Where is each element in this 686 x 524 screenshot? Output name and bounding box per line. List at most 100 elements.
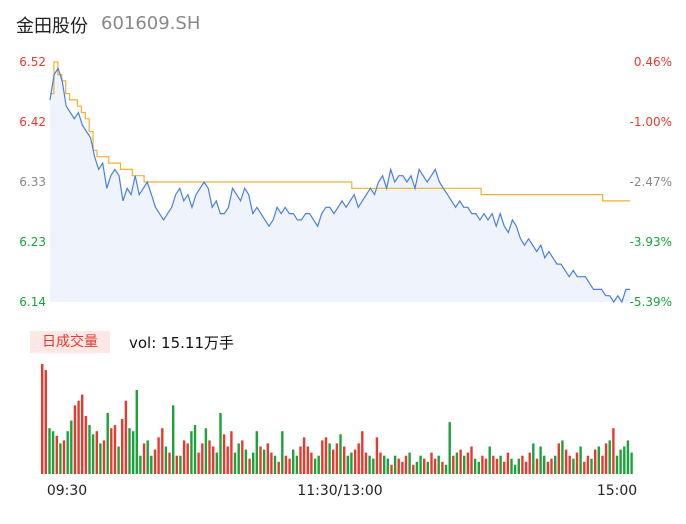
volume-bar <box>568 455 571 474</box>
volume-bar <box>299 446 302 474</box>
volume-bar <box>179 455 182 474</box>
volume-bar <box>142 443 146 474</box>
volume-bar <box>193 425 197 474</box>
volume-bar <box>452 455 455 474</box>
volume-bar <box>357 443 360 474</box>
volume-bar <box>499 455 502 474</box>
stock-name: 金田股份 <box>16 16 88 37</box>
volume-bar <box>528 452 531 474</box>
y-tick-right: 0.46% <box>634 55 672 69</box>
x-tick-label: 11:30/13:00 <box>297 483 382 499</box>
volume-bar <box>477 461 480 474</box>
volume-bar <box>77 400 80 474</box>
volume-bar <box>150 455 153 474</box>
volume-bar <box>561 440 564 474</box>
volume-bar <box>368 455 371 474</box>
volume-bar <box>550 458 553 474</box>
volume-bar <box>121 419 124 474</box>
volume-bar <box>230 431 233 474</box>
volume-bar <box>270 452 273 474</box>
volume-bar <box>73 405 77 475</box>
volume-bar <box>328 443 331 474</box>
volume-bar <box>226 446 229 474</box>
volume-bar <box>481 455 484 474</box>
x-tick-label: 15:00 <box>597 483 637 499</box>
volume-bar <box>113 425 117 474</box>
volume-bar <box>41 364 44 474</box>
volume-bar <box>252 452 255 474</box>
volume-bar <box>473 458 477 474</box>
volume-bar <box>594 449 597 474</box>
y-tick-left: 6.33 <box>19 175 46 189</box>
volume-bar <box>306 446 309 474</box>
volume-bar <box>379 452 382 474</box>
volume-bar <box>302 437 306 474</box>
volume-bar <box>81 394 84 474</box>
y-tick-right: -3.93% <box>630 235 672 249</box>
volume-bar <box>612 428 615 474</box>
volume-bar <box>535 458 539 474</box>
volume-bar <box>99 443 102 474</box>
volume-bar <box>495 458 499 474</box>
volume-bar <box>510 458 513 474</box>
volume-summary: vol: 15.11万手 <box>129 334 234 352</box>
volume-bar <box>339 434 342 474</box>
volume-bar <box>532 443 535 474</box>
volume-bar <box>353 449 357 474</box>
volume-bar <box>161 428 164 474</box>
volume-bar <box>393 455 397 474</box>
volume-bar <box>517 458 520 474</box>
volume-bar <box>630 452 633 474</box>
volume-bar <box>623 446 626 474</box>
volume-bar <box>583 461 586 474</box>
volume-bar <box>106 412 109 474</box>
volume-bar <box>295 455 299 474</box>
volume-bar <box>361 431 364 474</box>
volume-bar <box>219 412 222 474</box>
volume-bar <box>492 455 495 474</box>
volume-bar <box>212 446 215 474</box>
volume-bar <box>463 455 466 474</box>
volume-bar <box>350 452 353 474</box>
volume-bar <box>513 464 517 474</box>
volume-bar <box>281 431 284 474</box>
volume-bar <box>66 431 69 474</box>
volume-bar <box>564 449 568 474</box>
volume-bar <box>321 440 324 474</box>
volume-bar <box>372 458 375 474</box>
y-tick-left: 6.52 <box>19 55 46 69</box>
volume-bar <box>135 390 138 474</box>
volume-bar <box>375 437 379 474</box>
volume-bar <box>273 455 277 474</box>
volume-bar <box>441 461 444 474</box>
volume-bar <box>364 452 368 474</box>
y-tick-right: -2.47% <box>630 175 672 189</box>
volume-tab[interactable]: 日成交量 <box>30 331 110 353</box>
volume-bar <box>546 461 550 474</box>
volume-bar <box>343 446 346 474</box>
volume-bar <box>332 449 335 474</box>
volume-bar <box>423 458 426 474</box>
volume-bar <box>190 431 193 474</box>
volume-bar <box>262 449 266 474</box>
volume-bar <box>175 455 178 474</box>
price-area-fill <box>50 68 630 302</box>
volume-bar <box>415 461 419 474</box>
volume-bar <box>204 428 208 474</box>
volume-bar <box>128 428 131 474</box>
volume-bar <box>51 431 55 474</box>
volume-bar <box>317 455 320 474</box>
volume-bar <box>626 440 630 474</box>
volume-bar <box>182 440 186 474</box>
volume-bar <box>233 452 237 474</box>
volume-bar <box>579 446 582 474</box>
volume-bar <box>186 443 189 474</box>
volume-bar <box>70 420 73 474</box>
volume-bar <box>139 455 142 474</box>
volume-bar <box>153 449 157 474</box>
volume-bar <box>110 428 113 474</box>
volume-bar <box>84 415 88 474</box>
volume-bar <box>237 443 240 474</box>
volume-bar <box>95 431 98 474</box>
